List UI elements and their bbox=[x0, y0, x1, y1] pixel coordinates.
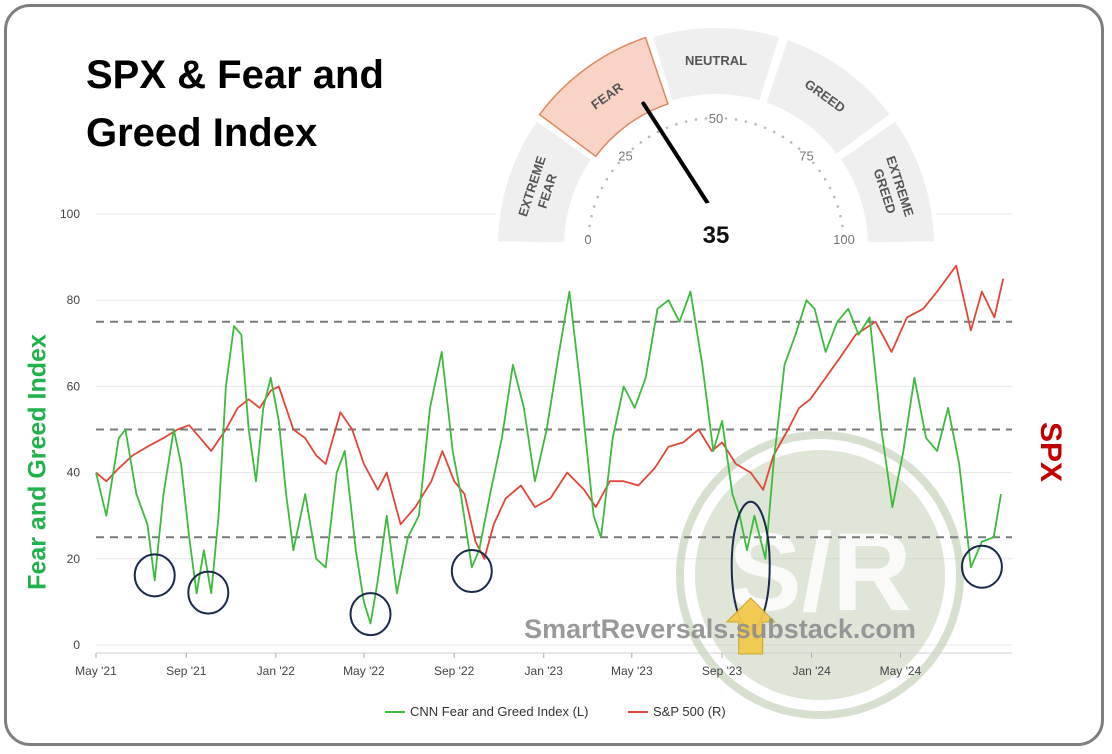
gauge-dot bbox=[611, 169, 614, 173]
gauge-segment bbox=[648, 24, 784, 106]
gauge-dot bbox=[823, 177, 827, 181]
gauge-dot bbox=[617, 161, 620, 165]
y-tick-label: 60 bbox=[67, 379, 81, 393]
gauge-dot bbox=[656, 130, 660, 134]
y-tick-label: 20 bbox=[67, 552, 81, 566]
x-tick-label: May '23 bbox=[611, 664, 653, 678]
gauge-segment bbox=[761, 35, 896, 160]
gauge-dot bbox=[592, 205, 596, 208]
circled-low bbox=[349, 592, 392, 637]
gauge-scale-label: 50 bbox=[709, 111, 723, 126]
spx-series-line bbox=[95, 264, 1005, 560]
gauge-value: 35 bbox=[703, 222, 730, 249]
gauge-scale-label: 75 bbox=[799, 148, 813, 163]
y-tick-label: 0 bbox=[73, 638, 80, 652]
x-tick-label: Jan '23 bbox=[525, 664, 564, 678]
x-tick-label: Jan '22 bbox=[257, 664, 296, 678]
gauge-dot bbox=[789, 141, 793, 144]
x-axis-ticks: May '21 Sep '21 Jan '22 May '22 Sep '22 Jan '… bbox=[75, 652, 1012, 678]
circled-low bbox=[133, 553, 176, 598]
gauge-dot bbox=[704, 117, 708, 120]
legend-label-fear-greed: CNN Fear and Greed Index (L) bbox=[410, 704, 588, 719]
gauge-dot bbox=[675, 122, 678, 126]
gauge-dot bbox=[665, 126, 669, 130]
legend: CNN Fear and Greed Index (L) S&P 500 (R) bbox=[385, 704, 726, 719]
gauge-dot bbox=[781, 135, 785, 139]
gauge-dot bbox=[596, 195, 600, 199]
gauge-dot bbox=[754, 122, 757, 126]
gauge-dot bbox=[828, 186, 832, 190]
annotations bbox=[133, 500, 1003, 655]
up-arrow-icon bbox=[725, 597, 776, 655]
x-tick-label: May '24 bbox=[880, 664, 922, 678]
chart-title: SPX & Fear and Greed Index bbox=[86, 53, 384, 155]
gauge-scale-label: 0 bbox=[584, 232, 591, 247]
gauge-dot bbox=[647, 135, 651, 139]
gauge-dot bbox=[588, 224, 591, 228]
left-axis-label: Fear and Greed Index bbox=[23, 334, 52, 590]
gauge-segment bbox=[493, 116, 597, 247]
gauge-dot bbox=[631, 147, 635, 150]
gauge-dot bbox=[832, 195, 836, 199]
gauge-scale-label: 25 bbox=[618, 148, 632, 163]
gauge-segment bbox=[835, 116, 939, 247]
gauge-hub bbox=[682, 202, 750, 270]
gauge-segment-label: NEUTRAL bbox=[685, 53, 747, 68]
gauge-dot bbox=[818, 169, 821, 173]
gauge-dot bbox=[763, 126, 767, 130]
gauge-dot bbox=[684, 120, 688, 123]
right-axis-label: SPX bbox=[1034, 421, 1067, 483]
gauge-dot bbox=[590, 214, 593, 218]
gauge-dot bbox=[734, 118, 738, 121]
gauge-dot bbox=[605, 177, 609, 181]
gauge-needle bbox=[641, 101, 718, 218]
gauge-dot bbox=[724, 117, 728, 120]
reference-lines bbox=[96, 320, 1012, 539]
watermark-ring-outer bbox=[676, 431, 964, 719]
fear-greed-series-line bbox=[95, 290, 1002, 625]
watermark-url: SmartReversals.substack.com bbox=[524, 614, 916, 644]
gauge-dot bbox=[842, 234, 845, 238]
x-tick-label: Sep '23 bbox=[702, 664, 743, 678]
fear-greed-gauge: EXTREMEFEARFEARNEUTRALGREEDEXTREMEGREED0… bbox=[493, 24, 939, 270]
series-lines bbox=[95, 264, 1005, 625]
x-tick-label: Sep '21 bbox=[166, 664, 207, 678]
gauge-segment bbox=[538, 36, 669, 158]
x-tick-label: Jan '24 bbox=[792, 664, 831, 678]
circled-low bbox=[187, 570, 230, 615]
legend-label-spx: S&P 500 (R) bbox=[653, 704, 726, 719]
gauge-dot bbox=[797, 147, 801, 150]
x-tick-label: Sep '22 bbox=[434, 664, 475, 678]
gauge-dot bbox=[587, 234, 590, 238]
gauge-dot bbox=[836, 205, 840, 208]
gauge-scale-label: 100 bbox=[833, 232, 855, 247]
gauge-dot bbox=[600, 186, 604, 190]
gauge-dot bbox=[744, 120, 748, 123]
y-tick-label: 40 bbox=[67, 466, 81, 480]
y-tick-label: 80 bbox=[67, 293, 81, 307]
gauge-dot bbox=[694, 118, 698, 121]
gauge-dot bbox=[639, 141, 643, 144]
gauge-dot bbox=[841, 224, 844, 228]
gauge-dot bbox=[839, 214, 842, 218]
y-tick-label: 100 bbox=[60, 207, 80, 221]
gauge-dot bbox=[812, 161, 815, 165]
gauge-dot bbox=[772, 130, 776, 134]
y-axis-ticks: 0 20 40 60 80 100 bbox=[60, 207, 80, 652]
circled-low bbox=[450, 549, 493, 594]
x-tick-label: May '22 bbox=[343, 664, 385, 678]
circled-low bbox=[960, 544, 1003, 589]
x-tick-label: May '21 bbox=[75, 664, 117, 678]
